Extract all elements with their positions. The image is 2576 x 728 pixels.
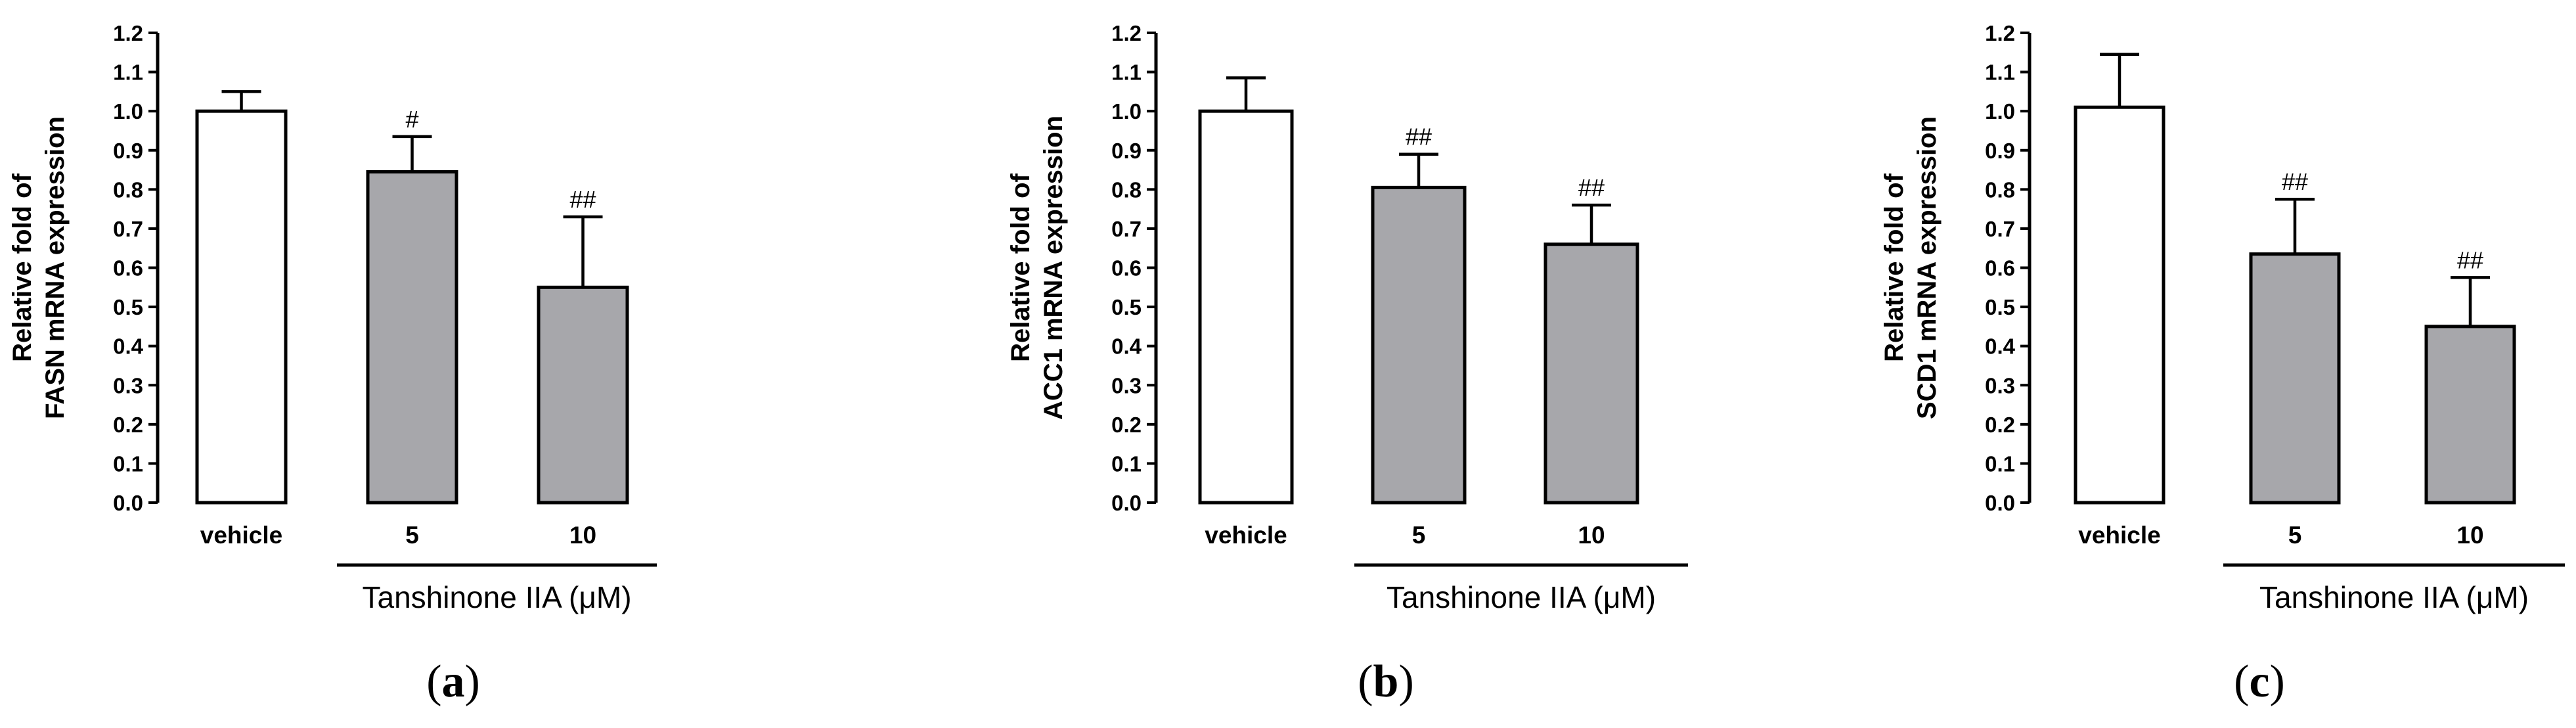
y-tick-label: 0.2 xyxy=(1985,413,2015,437)
category-label: 10 xyxy=(1578,522,1605,549)
bar-vehicle xyxy=(195,109,288,505)
y-tick-label: 1.1 xyxy=(1985,60,2015,85)
bar-5 xyxy=(366,170,458,505)
y-tick-label: 0.6 xyxy=(1985,256,2015,281)
bar-10 xyxy=(537,285,629,505)
y-tick-label: 0.1 xyxy=(113,451,143,476)
y-axis-label-line: Relative fold of xyxy=(8,173,37,361)
y-axis-label-line: FASN mRNA expression xyxy=(41,116,70,419)
y-tick-label: 0.9 xyxy=(1111,139,1142,163)
significance-label: ## xyxy=(2282,168,2308,195)
panel-label: (a) xyxy=(426,656,480,707)
y-tick-label: 0.4 xyxy=(1111,334,1142,359)
category-label: 10 xyxy=(569,522,596,549)
panel-label: (c) xyxy=(2234,656,2285,707)
y-tick-label: 1.1 xyxy=(113,60,143,85)
bar-5 xyxy=(2249,252,2341,505)
panel-label: (b) xyxy=(1358,656,1414,707)
y-tick-label: 0.7 xyxy=(1985,217,2015,241)
y-tick-label: 0.3 xyxy=(113,373,143,398)
significance-label: ## xyxy=(569,186,596,213)
significance-label: ## xyxy=(2457,246,2483,273)
y-tick-label: 0.2 xyxy=(113,413,143,437)
y-tick-label: 1.0 xyxy=(1985,99,2015,124)
significance-label: ## xyxy=(1406,124,1432,150)
y-tick-label: 0.9 xyxy=(113,139,143,163)
y-tick-label: 0.8 xyxy=(1985,177,2015,202)
y-tick-label: 0.0 xyxy=(1111,491,1142,515)
y-tick-label: 0.4 xyxy=(113,334,144,359)
group-label: Tanshinone IIA (μM) xyxy=(1387,580,1656,614)
y-axis-label-line: SCD1 mRNA expression xyxy=(1913,116,1942,419)
chart-panel-b: 0.0 0.1 0.2 0.3 0.4 0.5 0.6 0.7 0.8 0.9 1.0 1.1 1.2 R… xyxy=(1006,21,1688,707)
y-tick-label: 0.2 xyxy=(1111,413,1142,437)
y-tick-label: 0.0 xyxy=(1985,491,2015,515)
category-label: 5 xyxy=(1412,522,1426,549)
y-tick-label: 1.2 xyxy=(1985,21,2015,45)
category-label: 5 xyxy=(405,522,419,549)
group-label: Tanshinone IIA (μM) xyxy=(362,580,631,614)
y-tick-label: 0.9 xyxy=(1985,139,2015,163)
y-axis-label-line: ACC1 mRNA expression xyxy=(1039,116,1068,420)
category-label: 10 xyxy=(2456,522,2483,549)
category-label: 5 xyxy=(2288,522,2302,549)
bar-5 xyxy=(1371,185,1467,505)
y-tick-label: 1.2 xyxy=(1111,21,1142,45)
y-tick-label: 1.1 xyxy=(1111,60,1142,85)
y-tick-label: 0.1 xyxy=(1111,451,1142,476)
y-axis-label-line: Relative fold of xyxy=(1880,173,1909,361)
bar-vehicle xyxy=(1198,109,1294,505)
category-label: vehicle xyxy=(1205,522,1287,549)
y-tick-label: 1.0 xyxy=(1111,99,1142,124)
y-tick-label: 0.6 xyxy=(1111,256,1142,281)
y-tick-label: 0.8 xyxy=(1111,177,1142,202)
significance-label: # xyxy=(405,106,418,133)
group-label: Tanshinone IIA (μM) xyxy=(2259,580,2529,614)
y-axis-label-line: Relative fold of xyxy=(1006,173,1035,361)
bar-vehicle xyxy=(2074,105,2165,505)
chart-panel-a: 0.0 0.1 0.2 0.3 0.4 0.5 0.6 0.7 0.8 0.9 1.0 1.1 1.2 R… xyxy=(8,21,657,707)
y-tick-label: 0.6 xyxy=(113,256,143,281)
y-tick-label: 0.3 xyxy=(1111,373,1142,398)
category-label: vehicle xyxy=(200,522,282,549)
y-tick-label: 0.4 xyxy=(1985,334,2016,359)
chart-panel-c: 0.0 0.1 0.2 0.3 0.4 0.5 0.6 0.7 0.8 0.9 1.0 1.1 1.2 R… xyxy=(1880,21,2565,707)
y-tick-label: 0.0 xyxy=(113,491,143,515)
y-tick-label: 0.5 xyxy=(1111,295,1142,319)
bar-10 xyxy=(1543,242,1639,505)
y-tick-label: 1.0 xyxy=(113,99,143,124)
y-tick-label: 0.1 xyxy=(1985,451,2015,476)
category-label: vehicle xyxy=(2078,522,2160,549)
y-tick-label: 0.5 xyxy=(1985,295,2015,319)
y-tick-label: 0.7 xyxy=(1111,217,1142,241)
y-tick-label: 0.7 xyxy=(113,217,143,241)
y-tick-label: 0.8 xyxy=(113,177,143,202)
y-tick-label: 0.3 xyxy=(1985,373,2015,398)
y-tick-label: 0.5 xyxy=(113,295,143,319)
y-tick-label: 1.2 xyxy=(113,21,143,45)
bar-10 xyxy=(2424,325,2516,505)
significance-label: ## xyxy=(1578,174,1605,201)
